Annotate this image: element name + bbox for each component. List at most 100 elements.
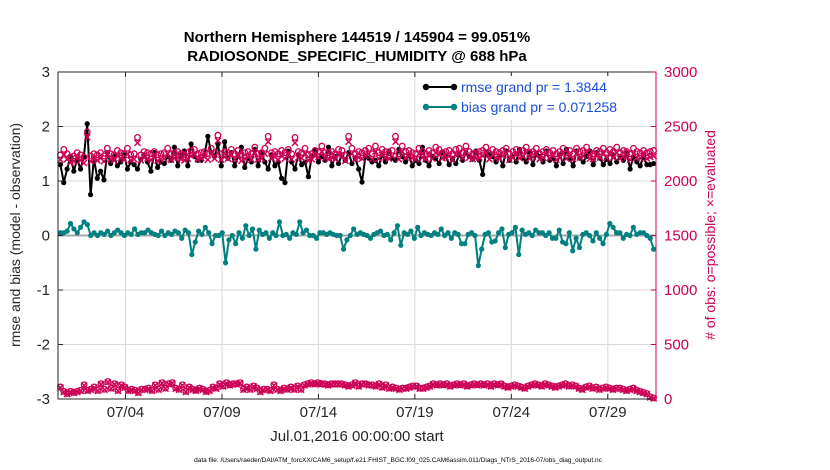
point-rmse-0 <box>57 162 64 168</box>
point-evaluated-85 <box>341 157 349 165</box>
point-evaluated-11 <box>93 156 101 164</box>
point-possible-71 <box>294 148 302 156</box>
point-bias-127 <box>485 230 492 236</box>
point-bias-87 <box>351 226 357 232</box>
point-rmse-67 <box>282 180 288 186</box>
point-rmse-9 <box>87 192 94 198</box>
point-evaluated-22 <box>130 155 138 163</box>
point-evaluated_low-40 <box>192 387 200 395</box>
point-rmse-177 <box>650 160 657 167</box>
point-possible-30 <box>157 150 165 158</box>
series-evaluated <box>56 133 658 167</box>
y-tick-label-5: 2 <box>42 119 50 136</box>
point-evaluated_low-11 <box>94 387 102 395</box>
point-bias-161 <box>600 241 606 247</box>
point-evaluated-150 <box>559 150 567 158</box>
point-possible-175 <box>643 149 651 157</box>
point-bias-125 <box>479 246 485 252</box>
point-bias-120 <box>462 241 468 247</box>
point-evaluated-117 <box>448 156 457 164</box>
point-evaluated_low-2 <box>63 390 71 398</box>
point-bias-6 <box>78 224 84 230</box>
point-possible-80 <box>325 149 332 157</box>
point-evaluated_low-16 <box>111 380 119 388</box>
point-bias-148 <box>556 227 562 233</box>
point-rmse-27 <box>148 168 154 174</box>
point-evaluated-54 <box>237 157 245 165</box>
series-evaluated_low <box>56 378 658 402</box>
point-possible-114 <box>439 149 446 157</box>
point-bias-5 <box>74 230 80 236</box>
point-bias-104 <box>408 228 414 234</box>
point-rmse-20 <box>124 166 131 172</box>
point-bias-157 <box>586 232 593 239</box>
point-possible-14 <box>103 144 111 152</box>
point-bias-42 <box>199 231 205 238</box>
point-evaluated-9 <box>87 157 95 165</box>
point-bias-162 <box>603 231 610 238</box>
point-bias-59 <box>256 227 262 233</box>
point-rmse-29 <box>154 164 161 170</box>
point-possible-89 <box>355 148 363 156</box>
point-possible_low-31 <box>162 384 169 392</box>
point-bias-49 <box>222 260 229 266</box>
point-evaluated-32 <box>164 150 172 158</box>
point-evaluated-100 <box>392 138 400 146</box>
point-evaluated_low-119 <box>460 380 468 388</box>
point-rmse-150 <box>560 160 566 167</box>
point-bias-112 <box>435 231 441 238</box>
point-evaluated-173 <box>636 154 644 162</box>
point-possible-20 <box>123 144 131 152</box>
x-tick-label-2: 07/14 <box>300 404 338 421</box>
y-axis-left: -3 -2 -1 0 1 2 3 <box>37 64 63 408</box>
point-rmse-17 <box>114 163 120 169</box>
point-possible-63 <box>268 149 275 157</box>
point-evaluated_low-53 <box>236 379 244 387</box>
point-possible-49 <box>221 148 229 156</box>
point-bias-123 <box>472 232 478 239</box>
point-possible_low-14 <box>104 378 112 386</box>
point-possible-13 <box>100 152 108 160</box>
point-bias-53 <box>236 230 242 236</box>
legend-rmse-marker-left <box>422 83 430 91</box>
point-bias-48 <box>219 230 225 236</box>
point-evaluated-19 <box>120 156 128 164</box>
point-bias-3 <box>67 220 74 227</box>
point-bias-147 <box>553 235 559 241</box>
point-rmse-2 <box>64 166 70 172</box>
point-evaluated_low-12 <box>97 380 105 388</box>
point-bias-170 <box>630 224 636 230</box>
point-rmse-105 <box>409 163 415 169</box>
point-possible-92 <box>365 144 373 152</box>
legend-bias-label: bias grand pr = 0.071258 <box>461 99 617 115</box>
point-possible-176 <box>646 148 654 156</box>
point-bias-169 <box>627 232 633 239</box>
point-evaluated_low-36 <box>178 381 186 389</box>
point-evaluated_low-42 <box>199 386 207 394</box>
y-right-tick-label-2: 1000 <box>664 282 697 299</box>
point-rmse-34 <box>171 144 177 150</box>
point-rmse-173 <box>637 163 643 169</box>
point-evaluated-45 <box>207 150 215 158</box>
y-right-tick-label-5: 2500 <box>664 119 697 136</box>
point-bias-167 <box>620 235 626 241</box>
y-right-tick-label-6: 3000 <box>664 64 697 81</box>
x-axis: 07/04 07/09 07/14 07/19 07/24 07/29 <box>107 72 627 421</box>
point-evaluated_low-86 <box>348 381 356 389</box>
point-evaluated_low-6 <box>77 387 85 395</box>
y-tick-label-4: 1 <box>42 173 50 190</box>
point-evaluated_low-7 <box>80 381 88 389</box>
point-rmse-12 <box>98 168 104 174</box>
point-possible-39 <box>187 147 195 154</box>
point-evaluated-13 <box>100 157 108 165</box>
point-rmse-59 <box>255 163 261 169</box>
point-bias-175 <box>647 235 653 241</box>
point-evaluated_low-95 <box>378 384 386 392</box>
chart-subtitle: RADIOSONDE_SPECIFIC_HUMIDITY @ 688 hPa <box>187 48 527 65</box>
point-bias-92 <box>367 235 374 241</box>
point-evaluated-46 <box>211 155 219 163</box>
point-evaluated_low-1 <box>60 388 68 396</box>
point-possible-68 <box>284 145 292 153</box>
point-evaluated_low-49 <box>222 379 231 387</box>
point-rmse-81 <box>329 163 335 169</box>
